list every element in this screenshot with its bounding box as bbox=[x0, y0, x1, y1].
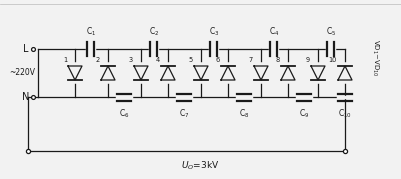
Text: C$_{9}$: C$_{9}$ bbox=[298, 108, 308, 120]
Text: N: N bbox=[22, 92, 30, 102]
Text: 10: 10 bbox=[328, 57, 336, 63]
Text: C$_{2}$: C$_{2}$ bbox=[148, 25, 159, 38]
Text: L: L bbox=[23, 44, 29, 54]
Text: VD$_1$~VD$_{10}$: VD$_1$~VD$_{10}$ bbox=[369, 39, 379, 77]
Text: C$_{8}$: C$_{8}$ bbox=[238, 108, 249, 120]
Text: C$_{5}$: C$_{5}$ bbox=[325, 25, 335, 38]
Text: C$_{6}$: C$_{6}$ bbox=[118, 108, 129, 120]
Text: $\it{U}_O$=3kV: $\it{U}_O$=3kV bbox=[180, 159, 219, 171]
Text: 5: 5 bbox=[188, 57, 192, 63]
Text: 1: 1 bbox=[63, 57, 67, 63]
Text: C$_{10}$: C$_{10}$ bbox=[337, 108, 351, 120]
Text: 4: 4 bbox=[155, 57, 160, 63]
Text: 6: 6 bbox=[215, 57, 219, 63]
Text: 8: 8 bbox=[275, 57, 279, 63]
Text: 9: 9 bbox=[305, 57, 309, 63]
Text: C$_{1}$: C$_{1}$ bbox=[86, 25, 96, 38]
Text: 7: 7 bbox=[248, 57, 252, 63]
Text: C$_{4}$: C$_{4}$ bbox=[268, 25, 279, 38]
Text: 2: 2 bbox=[95, 57, 100, 63]
Text: C$_{3}$: C$_{3}$ bbox=[208, 25, 219, 38]
Text: 3: 3 bbox=[129, 57, 133, 63]
Text: C$_{7}$: C$_{7}$ bbox=[178, 108, 189, 120]
Text: ~220V: ~220V bbox=[9, 69, 35, 78]
